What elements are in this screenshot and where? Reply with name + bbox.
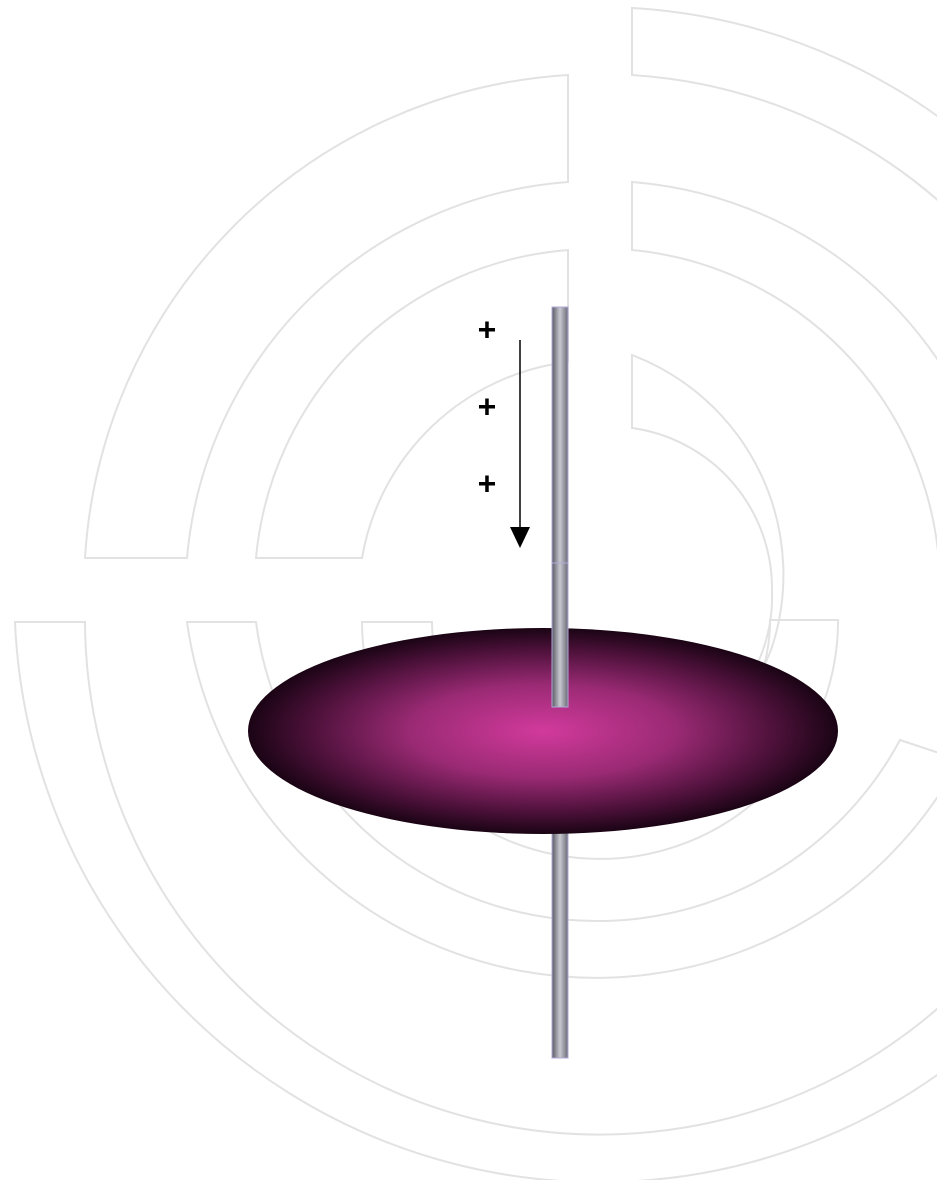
charge: + — [478, 311, 497, 347]
charge: + — [478, 388, 497, 424]
rod-middle — [551, 562, 569, 708]
rod-upper — [551, 306, 569, 564]
background-rings — [13, 6, 937, 1180]
charge: + — [478, 465, 497, 501]
charged-disk — [248, 628, 838, 834]
arrow-head — [510, 527, 530, 548]
